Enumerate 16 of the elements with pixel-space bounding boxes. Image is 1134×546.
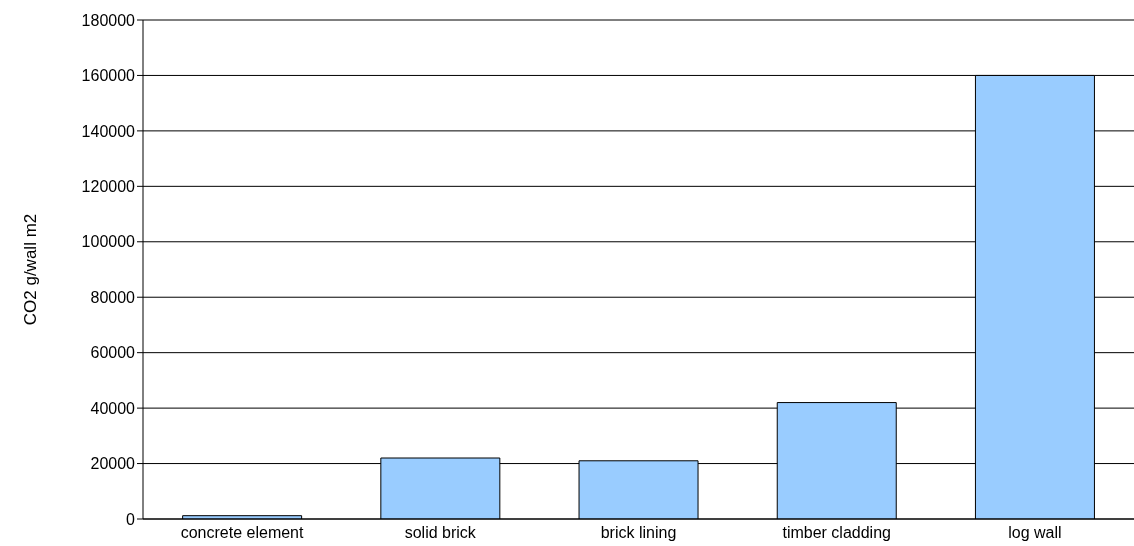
x-tick-label: timber cladding: [782, 524, 891, 542]
y-tick-label: 120000: [81, 178, 136, 196]
y-tick-label: 40000: [90, 399, 136, 417]
y-tick-label: 20000: [90, 455, 136, 473]
y-tick-label: 160000: [81, 67, 136, 85]
y-tick-label: 0: [126, 510, 136, 528]
y-tick-label: 80000: [90, 288, 136, 306]
x-tick-label: log wall: [1008, 524, 1062, 542]
y-tick-label: 60000: [90, 344, 136, 362]
y-tick-label: 100000: [81, 233, 136, 251]
y-tick-label: 140000: [81, 122, 136, 140]
y-axis-title: CO2 g/wall m2: [21, 213, 41, 326]
x-tick-label: brick lining: [600, 524, 677, 542]
y-tick-label: 180000: [81, 11, 136, 29]
x-tick-label: solid brick: [404, 524, 477, 542]
x-tick-label: concrete element: [180, 524, 305, 542]
